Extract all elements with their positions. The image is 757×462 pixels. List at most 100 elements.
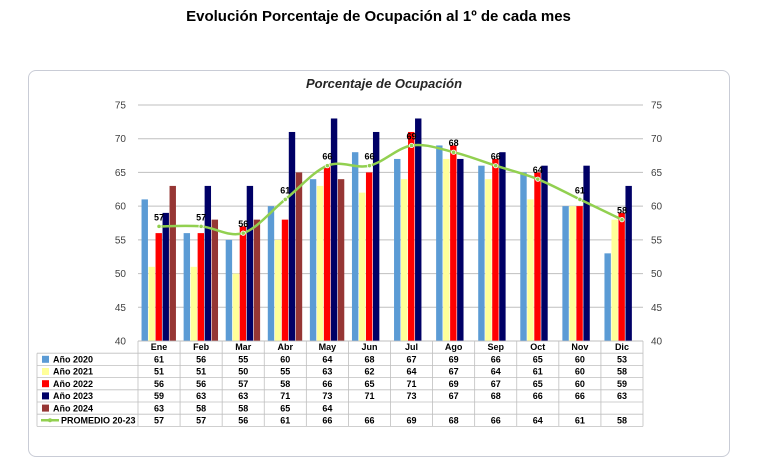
x-category-label: Mar: [235, 342, 252, 352]
x-category-label: May: [319, 342, 337, 352]
table-cell: 56: [196, 379, 206, 389]
table-cell: 51: [154, 367, 164, 377]
table-cell: 71: [407, 379, 417, 389]
average-point: [577, 196, 583, 202]
y-tick-label-right: 45: [651, 303, 663, 314]
y-tick-label-left: 75: [115, 101, 127, 112]
average-data-label: 68: [449, 138, 459, 148]
bar-a-o-2024: [337, 179, 345, 341]
bar-a-o-2021: [485, 179, 492, 341]
table-cell: 61: [575, 416, 585, 426]
x-category-label: Feb: [193, 342, 210, 352]
bar-a-o-2021: [401, 179, 408, 341]
bar-a-o-2024: [211, 219, 219, 341]
bar-a-o-2021: [611, 219, 618, 341]
bar-a-o-2023: [162, 212, 169, 341]
bar-a-o-2024: [169, 185, 176, 341]
table-cell: 56: [154, 379, 164, 389]
legend-entry: Año 2021: [53, 367, 93, 377]
bar-a-o-2020: [394, 158, 401, 341]
bar-a-o-2020: [478, 165, 485, 341]
table-cell: 64: [491, 367, 501, 377]
bar-a-o-2020: [183, 233, 191, 341]
average-data-label: 61: [575, 185, 585, 195]
table-cell: 63: [322, 367, 332, 377]
average-point: [451, 149, 457, 155]
average-data-label: 66: [322, 152, 332, 162]
legend-swatch: [42, 380, 49, 388]
y-tick-label-left: 40: [115, 337, 127, 348]
table-cell: 67: [449, 367, 459, 377]
average-data-label: 69: [407, 131, 417, 141]
table-cell: 56: [238, 416, 248, 426]
legend-swatch: [42, 392, 49, 400]
bar-a-o-2022: [618, 212, 625, 341]
bar-a-o-2021: [232, 273, 240, 341]
bar-a-o-2023: [246, 185, 254, 341]
y-tick-label-left: 55: [115, 235, 127, 246]
table-cell: 68: [364, 355, 374, 365]
average-point: [619, 217, 625, 223]
table-cell: 66: [364, 416, 374, 426]
bar-a-o-2021: [569, 206, 576, 341]
x-category-label: Ago: [445, 342, 463, 352]
bar-a-o-2022: [323, 165, 331, 341]
bar-a-o-2023: [204, 185, 212, 341]
y-tick-label-left: 65: [115, 168, 127, 179]
table-cell: 64: [533, 416, 543, 426]
bar-a-o-2021: [316, 185, 324, 341]
bar-a-o-2020: [436, 145, 443, 341]
table-cell: 69: [449, 379, 459, 389]
table-cell: 59: [154, 391, 164, 401]
table-cell: 66: [322, 416, 332, 426]
bar-a-o-2022: [239, 226, 247, 341]
x-category-label: Oct: [530, 342, 545, 352]
y-tick-label-left: 45: [115, 303, 127, 314]
average-point: [156, 223, 162, 229]
average-data-label: 58: [617, 206, 627, 216]
bar-a-o-2021: [527, 199, 534, 341]
table-cell: 73: [322, 391, 332, 401]
table-cell: 58: [617, 367, 627, 377]
bar-a-o-2021: [358, 192, 366, 341]
bar-a-o-2020: [309, 179, 317, 341]
average-point: [198, 223, 204, 229]
bar-a-o-2023: [625, 185, 632, 341]
table-cell: 58: [238, 403, 248, 413]
table-cell: 66: [575, 391, 585, 401]
table-cell: 60: [280, 355, 290, 365]
table-cell: 57: [238, 379, 248, 389]
bar-a-o-2023: [288, 131, 296, 341]
table-cell: 66: [491, 416, 501, 426]
table-cell: 62: [364, 367, 374, 377]
table-cell: 64: [322, 355, 332, 365]
table-cell: 68: [491, 391, 501, 401]
x-category-label: Nov: [571, 342, 588, 352]
occupancy-chart: Porcentaje de Ocupación 57 57 56 61 66 66 69 68…: [36, 76, 663, 427]
y-tick-label-left: 60: [115, 202, 127, 213]
bar-a-o-2022: [281, 219, 289, 341]
legend-marker: [48, 418, 52, 423]
table-cell: 67: [491, 379, 501, 389]
legend-entry: Año 2023: [53, 391, 93, 401]
chart-frame: Porcentaje de Ocupación 57 57 56 61 66 66 69 68…: [28, 70, 730, 457]
table-cell: 65: [533, 379, 543, 389]
legend-swatch: [42, 355, 49, 363]
table-cell: 61: [280, 416, 290, 426]
chart-title: Porcentaje de Ocupación: [306, 76, 462, 91]
table-cell: 58: [617, 416, 627, 426]
average-point: [535, 176, 541, 182]
bar-a-o-2021: [443, 158, 450, 341]
page-title: Evolución Porcentaje de Ocupación al 1º …: [186, 8, 571, 25]
bar-a-o-2023: [330, 118, 338, 341]
legend-swatch: [42, 404, 49, 412]
bar-a-o-2023: [583, 165, 590, 341]
table-cell: 67: [407, 355, 417, 365]
y-tick-label-right: 50: [651, 269, 663, 280]
bar-a-o-2022: [534, 172, 541, 341]
table-cell: 66: [322, 379, 332, 389]
y-tick-label-left: 50: [115, 269, 127, 280]
bar-a-o-2023: [415, 118, 422, 341]
table-cell: 58: [196, 403, 206, 413]
bar-a-o-2022: [155, 233, 162, 341]
